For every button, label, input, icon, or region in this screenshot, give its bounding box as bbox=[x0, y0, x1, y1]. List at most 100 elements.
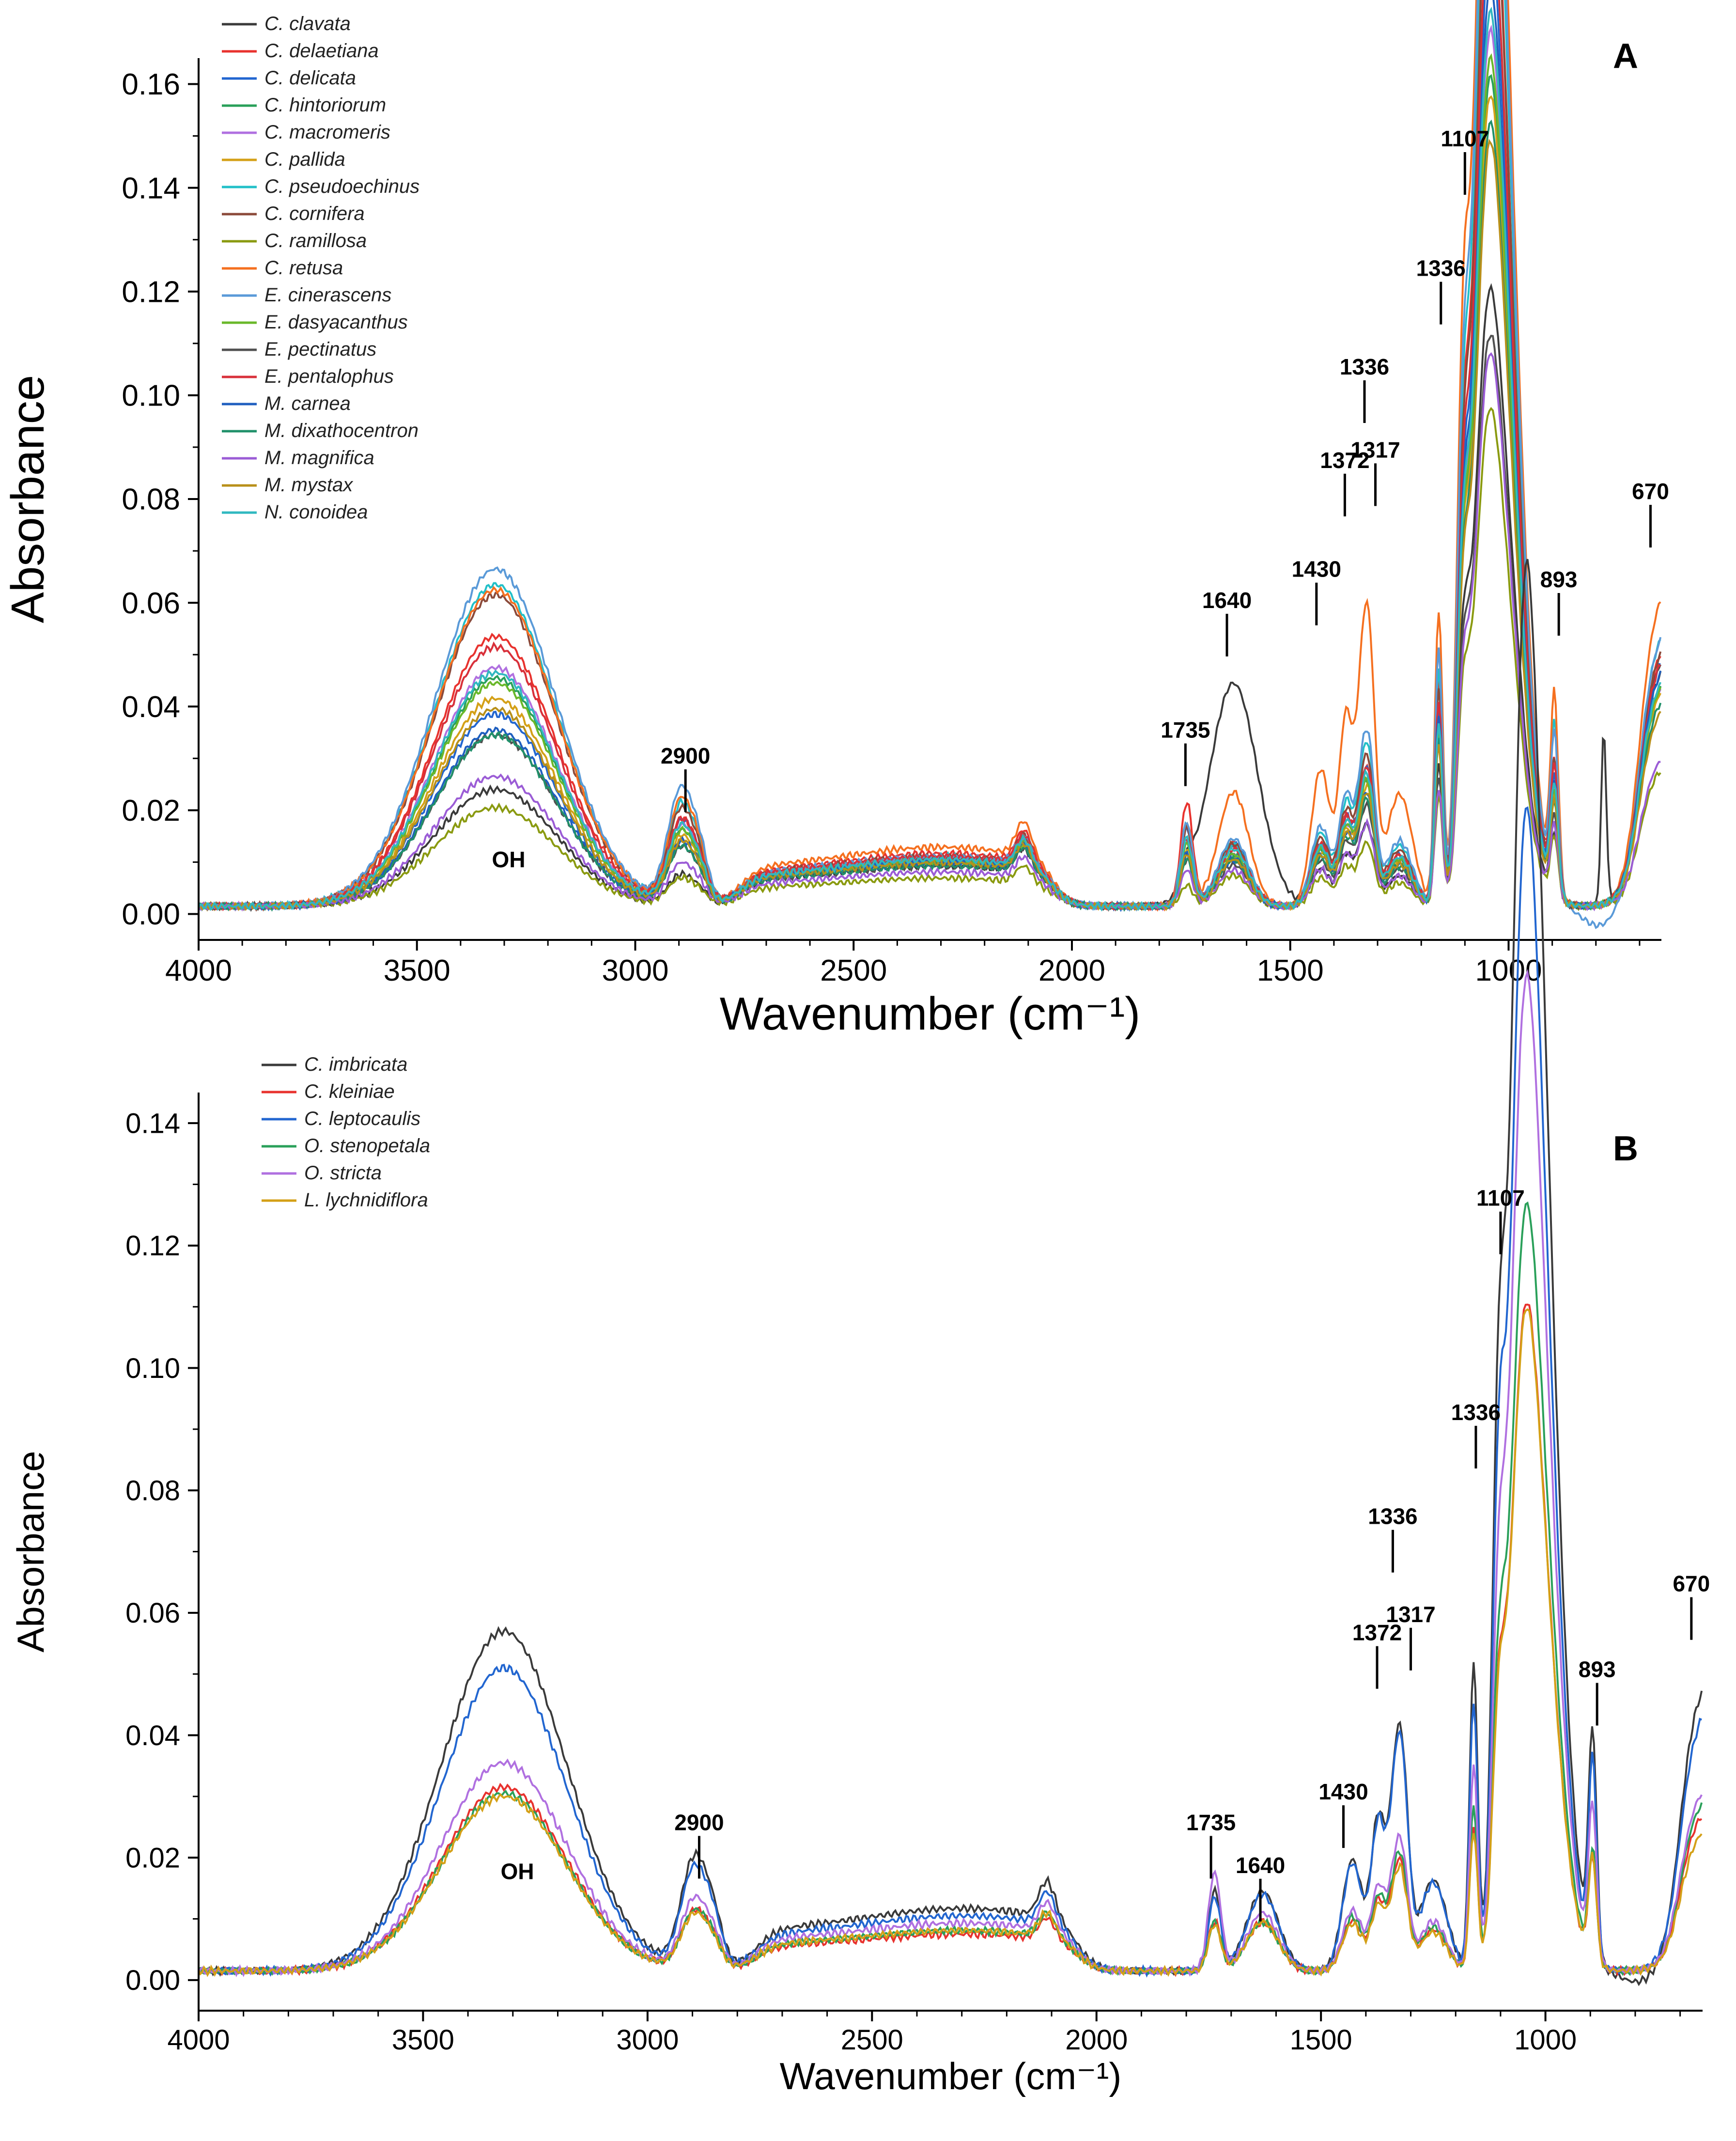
series-line bbox=[198, 1308, 1703, 1977]
x-tick-label: 2000 bbox=[1038, 954, 1105, 987]
peak-annotation: 1107 bbox=[1476, 1186, 1525, 1211]
y-tick-label: 0.06 bbox=[122, 587, 180, 620]
legend-label: C. macromeris bbox=[264, 122, 390, 143]
peak-annotation: 1372 bbox=[1352, 1620, 1402, 1645]
legend-label: O. stenopetala bbox=[304, 1135, 430, 1156]
peak-annotation: OH bbox=[492, 847, 526, 872]
legend-label: M. mystax bbox=[264, 474, 354, 496]
series-line bbox=[198, 352, 1661, 911]
x-tick-label: 3500 bbox=[384, 954, 450, 987]
legend-label: M. magnifica bbox=[264, 447, 374, 469]
peak-annotation: 2900 bbox=[674, 1810, 724, 1835]
series-lines bbox=[198, 559, 1703, 1986]
legend-label: C. pseudoechinus bbox=[264, 176, 419, 197]
y-tick-label: 0.10 bbox=[125, 1353, 180, 1384]
peak-annotation: 1735 bbox=[1186, 1810, 1236, 1835]
y-axis-label: Absorbance bbox=[2, 375, 54, 623]
x-tick-label: 2000 bbox=[1065, 2024, 1128, 2056]
legend-label: C. ramillosa bbox=[264, 230, 367, 251]
legend-label: E. cinerascens bbox=[264, 284, 391, 306]
x-tick-label: 3000 bbox=[616, 2024, 679, 2056]
y-tick-label: 0.04 bbox=[125, 1720, 180, 1751]
peak-annotation: 1430 bbox=[1292, 557, 1341, 582]
peak-annotation: 893 bbox=[1540, 567, 1578, 592]
peak-annotation: 1336 bbox=[1416, 256, 1466, 281]
y-tick-label: 0.12 bbox=[125, 1230, 180, 1262]
peak-annotation: 1336 bbox=[1368, 1504, 1417, 1529]
x-axis-label: Wavenumber (cm⁻¹) bbox=[720, 988, 1141, 1040]
legend-label: C. imbricata bbox=[304, 1054, 407, 1075]
y-tick-label: 0.00 bbox=[122, 898, 180, 931]
peak-annotation: 670 bbox=[1673, 1571, 1710, 1596]
x-tick-label: 4000 bbox=[167, 2024, 230, 2056]
legend-label: O. stricta bbox=[304, 1162, 382, 1184]
legend-label: N. conoidea bbox=[264, 501, 368, 523]
legend-label: C. clavata bbox=[264, 13, 351, 34]
y-tick-label: 0.16 bbox=[122, 68, 180, 101]
peak-annotation: 670 bbox=[1632, 479, 1669, 504]
y-tick-label: 0.06 bbox=[125, 1597, 180, 1629]
legend-label: M. carnea bbox=[264, 393, 351, 414]
series-line bbox=[198, 139, 1661, 911]
series-line bbox=[198, 6, 1661, 912]
y-tick-label: 0.04 bbox=[122, 690, 180, 724]
legend: C. imbricata C. kleiniae C. leptocaulis O. … bbox=[262, 1054, 430, 1211]
peak-annotation: 1640 bbox=[1236, 1853, 1285, 1878]
x-tick-label: 1500 bbox=[1290, 2024, 1352, 2056]
series-lines bbox=[198, 0, 1662, 929]
y-tick-label: 0.02 bbox=[125, 1842, 180, 1874]
legend-label: E. pectinatus bbox=[264, 339, 376, 360]
legend-label: C. delicata bbox=[264, 67, 356, 89]
x-tick-label: 3000 bbox=[602, 954, 669, 987]
panel-letter: A bbox=[1613, 37, 1638, 76]
peak-annotation: OH bbox=[501, 1859, 534, 1884]
legend-label: E. pentalophus bbox=[264, 366, 394, 387]
series-line bbox=[198, 406, 1661, 911]
legend: C. clavata C. delaetiana C. delicata C. hin… bbox=[222, 13, 419, 523]
legend-label: C. leptocaulis bbox=[304, 1108, 420, 1129]
x-axis-label: Wavenumber (cm⁻¹) bbox=[780, 2055, 1122, 2097]
y-tick-label: 0.08 bbox=[125, 1475, 180, 1506]
panel-b: 4000 3500 3000 2500 2000 1500 1000 0.00 0.02 0.04… bbox=[9, 559, 1710, 2097]
series-line bbox=[198, 806, 1702, 1978]
panel-a: 4000 3500 3000 2500 2000 1500 1000 0.00 0.02 0.04… bbox=[2, 0, 1669, 1040]
x-tick-label: 2500 bbox=[820, 954, 887, 987]
peak-annotation: 1640 bbox=[1202, 588, 1252, 613]
legend-label: C. delaetiana bbox=[264, 40, 379, 62]
x-tick-label: 1000 bbox=[1475, 954, 1542, 987]
x-tick-label: 3500 bbox=[392, 2024, 454, 2056]
legend-label: C. hintoriorum bbox=[264, 94, 386, 116]
peak-annotation: 1336 bbox=[1340, 354, 1389, 379]
peak-annotation: 1317 bbox=[1386, 1602, 1435, 1627]
series-line bbox=[198, 0, 1662, 929]
y-tick-label: 0.02 bbox=[122, 794, 180, 828]
y-tick-label: 0.14 bbox=[125, 1108, 180, 1139]
peak-annotation: 1107 bbox=[1441, 126, 1489, 151]
legend-label: L. lychnidiflora bbox=[304, 1189, 428, 1211]
y-tick-label: 0.08 bbox=[122, 483, 180, 516]
legend-label: M. dixathocentron bbox=[264, 420, 418, 441]
legend-label: C. pallida bbox=[264, 149, 345, 170]
peak-annotation: 2900 bbox=[661, 743, 710, 768]
y-tick-label: 0.12 bbox=[122, 275, 180, 309]
peak-annotation: 1317 bbox=[1350, 437, 1400, 462]
y-tick-label: 0.10 bbox=[122, 379, 180, 413]
peak-annotation: 1336 bbox=[1451, 1400, 1501, 1425]
peak-annotation: 1430 bbox=[1318, 1779, 1368, 1804]
x-tick-label: 1500 bbox=[1257, 954, 1324, 987]
x-tick-label: 1000 bbox=[1514, 2024, 1577, 2056]
legend-label: C. retusa bbox=[264, 257, 343, 279]
legend-label: C. kleiniae bbox=[304, 1081, 395, 1102]
x-tick-label: 4000 bbox=[165, 954, 232, 987]
peak-annotation: 1372 bbox=[1320, 448, 1369, 473]
peak-annotation: 893 bbox=[1579, 1657, 1616, 1682]
y-tick-label: 0.14 bbox=[122, 172, 180, 205]
series-line bbox=[198, 969, 1703, 1977]
peak-annotation: 1735 bbox=[1161, 717, 1210, 742]
series-line bbox=[198, 0, 1661, 912]
panel-letter: B bbox=[1613, 1129, 1638, 1168]
legend-label: E. dasyacanthus bbox=[264, 312, 408, 333]
legend-label: C. cornifera bbox=[264, 203, 365, 224]
x-tick-label: 2500 bbox=[841, 2024, 903, 2056]
